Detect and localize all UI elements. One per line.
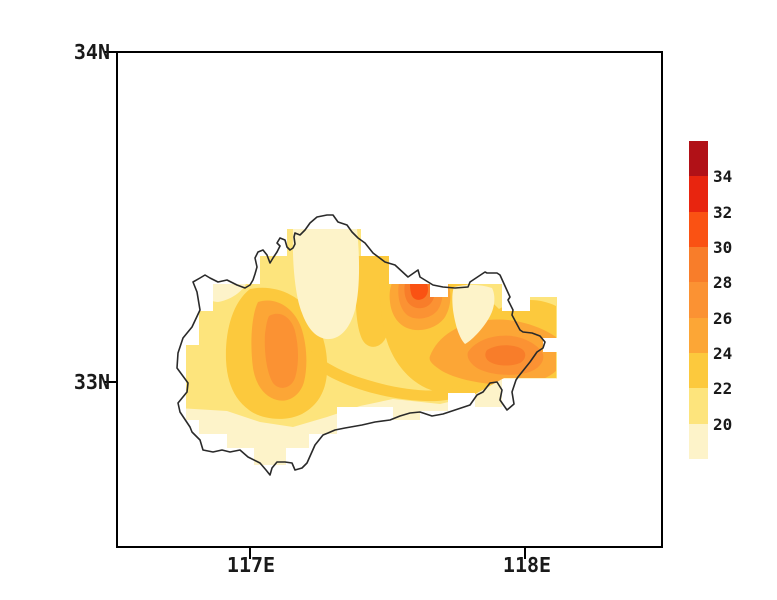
colorbar-label-26: 26 — [713, 309, 732, 328]
colorbar-segment-30-32 — [689, 212, 708, 247]
colorbar: 34 32 30 28 26 24 22 20 — [689, 141, 732, 459]
colorbar-label-32: 32 — [713, 203, 732, 222]
colorbar-segment-24-26 — [689, 318, 708, 353]
colorbar-segment-32-34 — [689, 176, 708, 212]
colorbar-label-34: 34 — [713, 167, 732, 186]
colorbar-label-30: 30 — [713, 238, 732, 257]
administrative-boundary-outline — [176, 214, 546, 476]
band-30-32-hotspot-peak — [410, 284, 428, 300]
x-axis-label-118e: 118E — [503, 553, 551, 577]
colorbar-segment-28-30 — [689, 247, 708, 282]
colorbar-segment-22-24 — [689, 353, 708, 388]
y-axis-label-33n: 33N — [74, 370, 110, 394]
colorbar-segment-lt20 — [689, 424, 708, 459]
colorbar-label-28: 28 — [713, 273, 732, 292]
colorbar-label-22: 22 — [713, 379, 732, 398]
colorbar-segment-gt34 — [689, 141, 708, 176]
plot-frame — [116, 51, 663, 548]
band-28-30-east-patch — [485, 345, 526, 366]
colorbar-segment-26-28 — [689, 282, 708, 318]
band-26-28-west-core — [264, 313, 298, 388]
y-axis-label-34n: 34N — [74, 40, 110, 64]
colorbar-label-24: 24 — [713, 344, 732, 363]
colorbar-label-20: 20 — [713, 415, 732, 434]
contour-fill-field — [186, 229, 557, 465]
x-axis-label-117e: 117E — [227, 553, 275, 577]
band-lt20-north-block — [292, 229, 360, 340]
band-lt20-northeast-wedge — [452, 284, 495, 344]
colorbar-segment-20-22 — [689, 388, 708, 424]
